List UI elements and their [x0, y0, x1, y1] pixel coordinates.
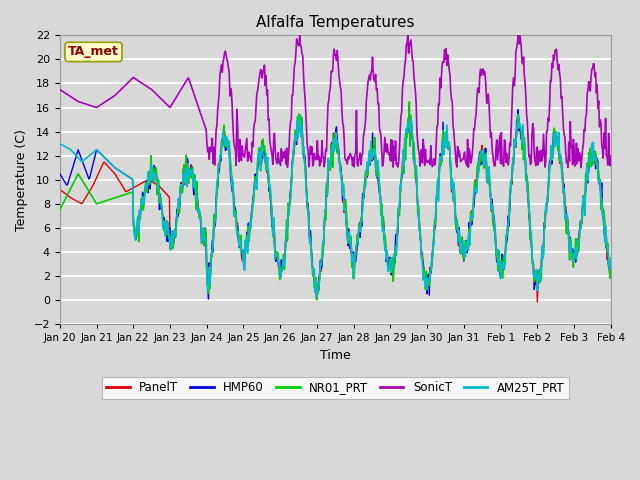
SonicT [403, 40, 411, 46]
HMP60 [515, 107, 522, 113]
PanelT [419, 250, 426, 255]
HMP60 [209, 238, 216, 243]
Line: SonicT: SonicT [60, 36, 611, 168]
PanelT [607, 261, 615, 267]
NR01_PRT [56, 207, 63, 213]
HMP60 [123, 172, 131, 178]
HMP60 [179, 186, 186, 192]
SonicT [208, 149, 216, 155]
PanelT [123, 189, 131, 194]
PanelT [179, 189, 186, 195]
PanelT [208, 255, 216, 261]
Line: HMP60: HMP60 [60, 110, 611, 299]
NR01_PRT [179, 190, 186, 196]
Title: Alfalfa Temperatures: Alfalfa Temperatures [256, 15, 415, 30]
AM25T_PRT [179, 184, 186, 190]
HMP60 [56, 171, 63, 177]
SonicT [66, 93, 74, 99]
NR01_PRT [403, 135, 411, 141]
Text: TA_met: TA_met [68, 46, 119, 59]
SonicT [419, 136, 427, 142]
HMP60 [66, 174, 74, 180]
SonicT [56, 86, 63, 92]
PanelT [534, 299, 541, 305]
NR01_PRT [66, 187, 74, 193]
Line: NR01_PRT: NR01_PRT [60, 102, 611, 300]
SonicT [123, 81, 131, 87]
Y-axis label: Temperature (C): Temperature (C) [15, 129, 28, 231]
HMP60 [607, 265, 615, 271]
HMP60 [205, 296, 212, 302]
AM25T_PRT [56, 141, 63, 146]
AM25T_PRT [208, 250, 216, 256]
NR01_PRT [123, 191, 131, 197]
SonicT [296, 33, 303, 38]
PanelT [66, 194, 74, 200]
Line: AM25T_PRT: AM25T_PRT [60, 114, 611, 298]
NR01_PRT [607, 265, 615, 271]
NR01_PRT [208, 249, 216, 255]
AM25T_PRT [313, 295, 321, 300]
AM25T_PRT [403, 130, 411, 135]
SonicT [607, 153, 615, 159]
PanelT [403, 130, 410, 135]
AM25T_PRT [123, 172, 131, 178]
AM25T_PRT [419, 277, 427, 283]
Line: PanelT: PanelT [60, 109, 611, 302]
PanelT [515, 107, 522, 112]
AM25T_PRT [66, 146, 74, 152]
NR01_PRT [406, 99, 413, 105]
AM25T_PRT [515, 111, 522, 117]
HMP60 [419, 258, 427, 264]
NR01_PRT [313, 297, 321, 303]
AM25T_PRT [607, 255, 615, 261]
PanelT [56, 187, 63, 192]
X-axis label: Time: Time [320, 349, 351, 362]
SonicT [179, 84, 186, 90]
NR01_PRT [420, 266, 428, 272]
HMP60 [403, 129, 411, 135]
Legend: PanelT, HMP60, NR01_PRT, SonicT, AM25T_PRT: PanelT, HMP60, NR01_PRT, SonicT, AM25T_P… [102, 377, 569, 399]
SonicT [577, 165, 585, 170]
